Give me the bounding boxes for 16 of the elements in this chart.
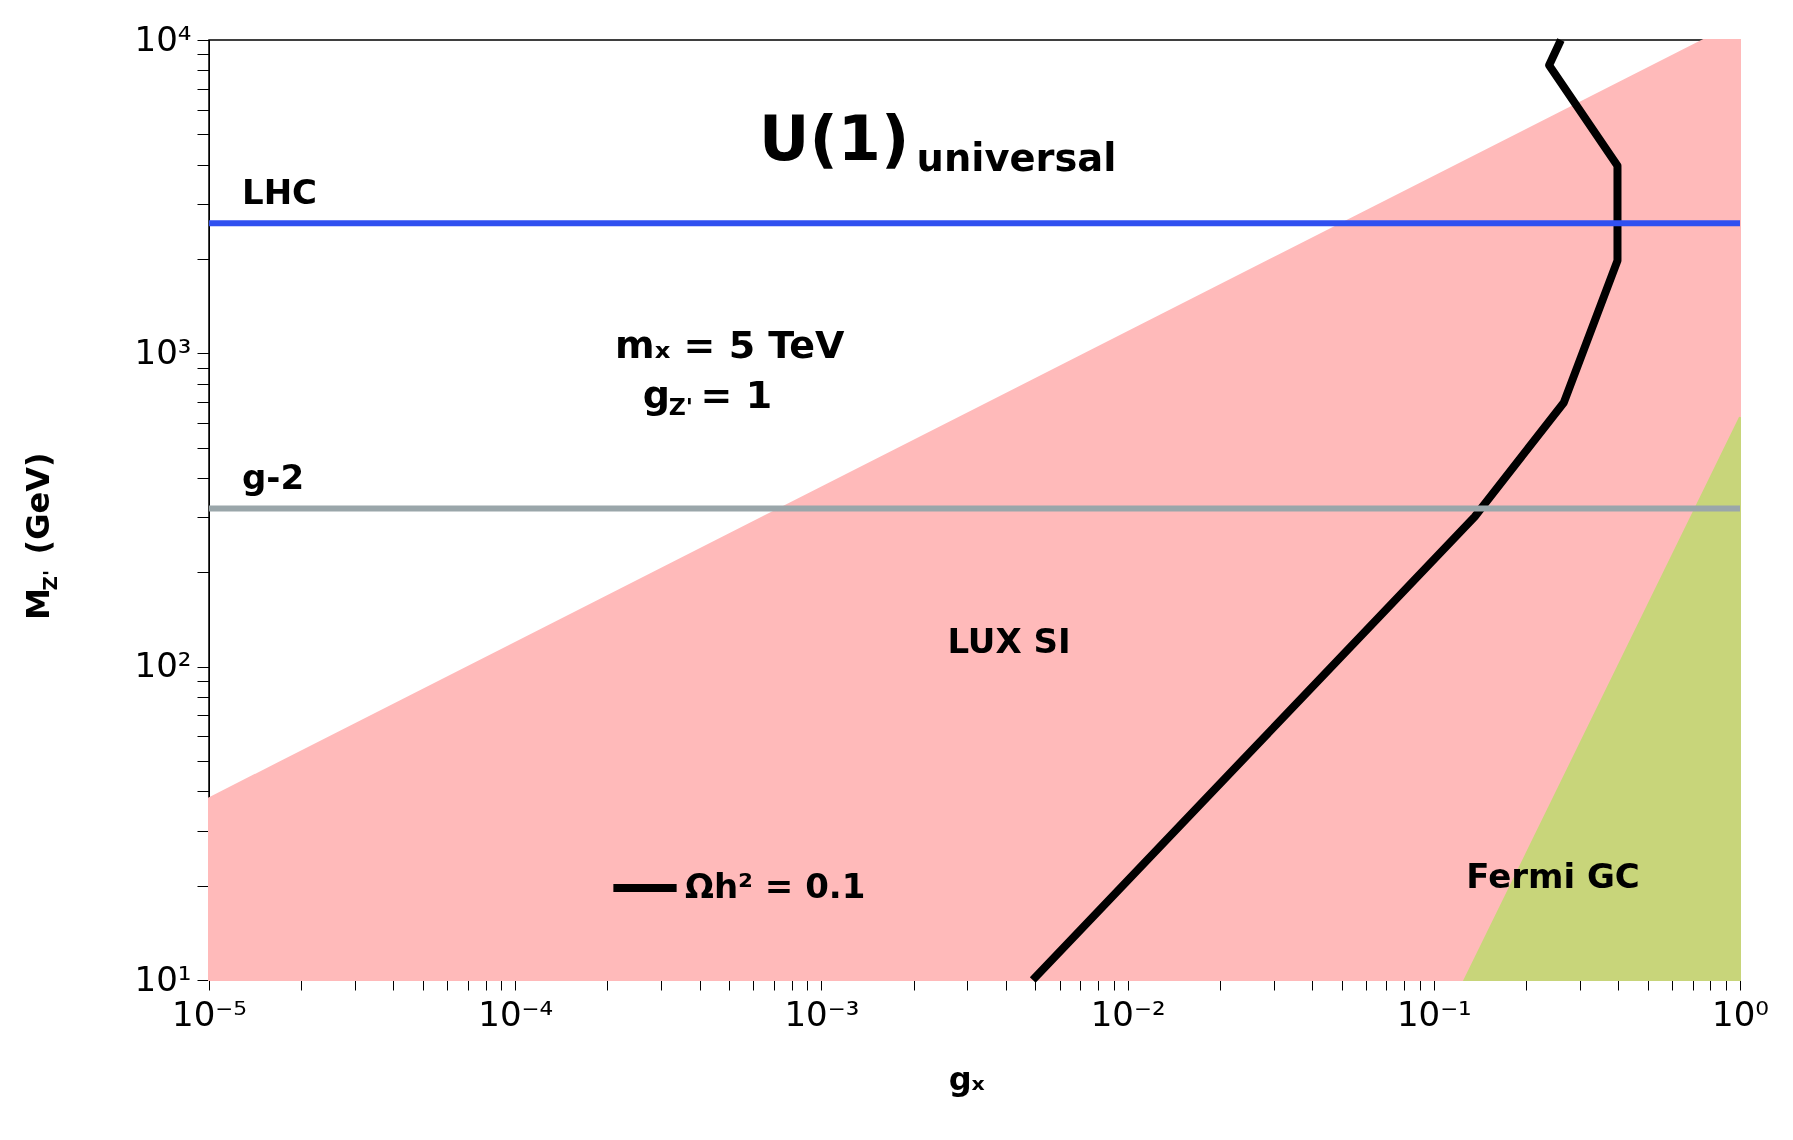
- x-tick-label: 10⁰: [1712, 993, 1769, 1034]
- x-tick-label: 10⁻²: [1090, 993, 1166, 1034]
- x-tick-label: 10⁻⁴: [478, 993, 554, 1034]
- y-tick-label: 10²: [134, 645, 192, 686]
- series-label: LUX SI: [947, 621, 1071, 661]
- x-tick-label: 10⁻¹: [1396, 993, 1472, 1034]
- ref-line-label: g-2: [242, 457, 305, 498]
- x-axis-title: gₓ: [948, 1060, 985, 1098]
- y-axis-title: MZ' (GeV): [19, 452, 62, 620]
- y-tick-label: 10³: [134, 331, 192, 372]
- y-tick-label: 10⁴: [134, 18, 192, 59]
- x-tick-label: 10⁻³: [784, 993, 860, 1034]
- annotation: mₓ = 5 TeV: [615, 323, 845, 367]
- ref-line-label: LHC: [242, 172, 318, 213]
- legend-label: Ωh² = 0.1: [685, 866, 866, 906]
- series-label: Fermi GC: [1466, 856, 1640, 896]
